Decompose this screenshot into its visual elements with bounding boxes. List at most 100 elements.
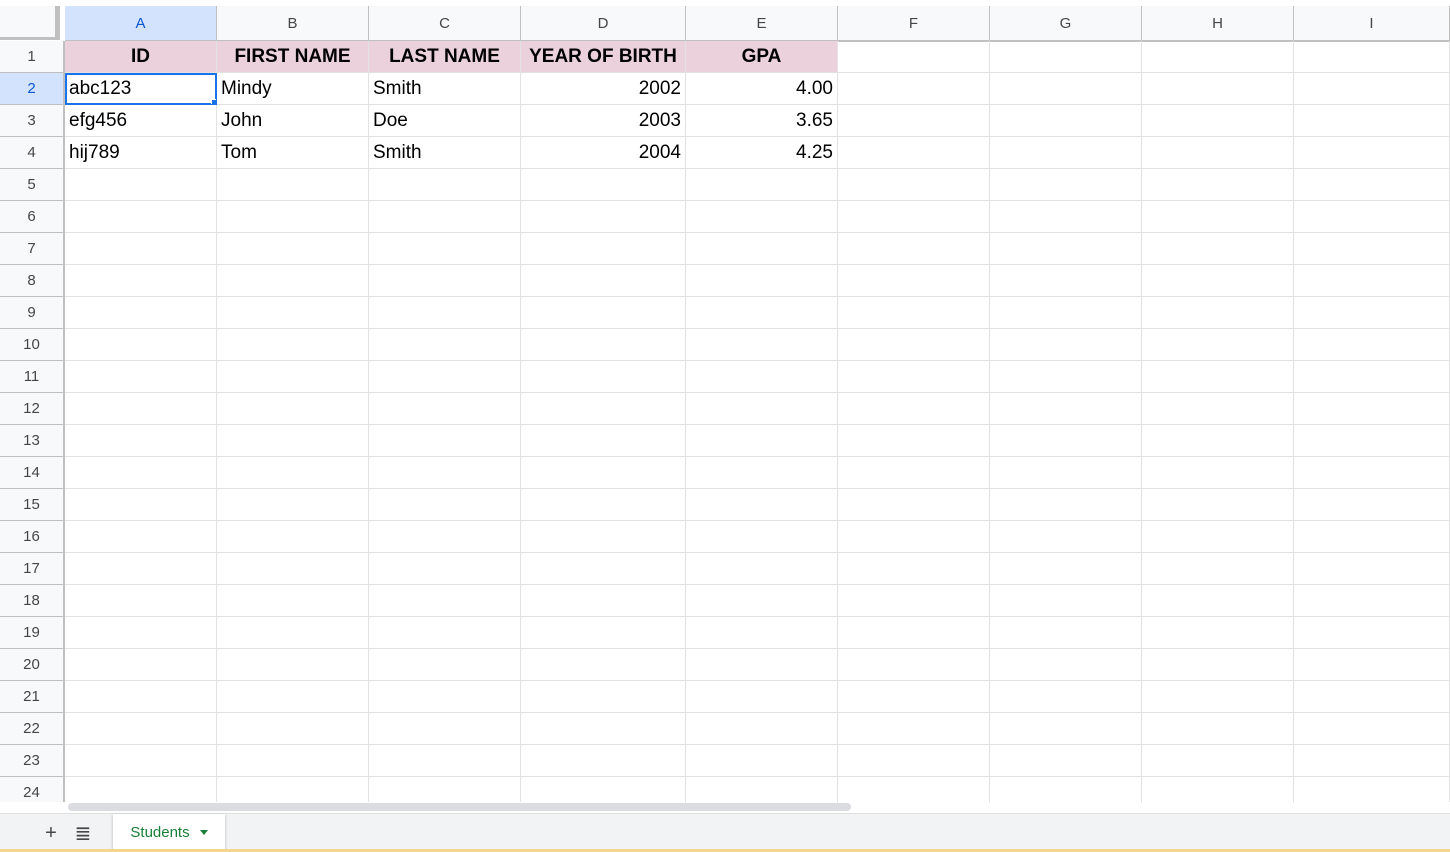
- cell[interactable]: [521, 777, 686, 802]
- row-header[interactable]: 17: [0, 553, 63, 585]
- cell[interactable]: [65, 393, 217, 425]
- cell[interactable]: [521, 681, 686, 713]
- cell[interactable]: [217, 201, 369, 233]
- cell[interactable]: [65, 617, 217, 649]
- column-header-d[interactable]: D: [521, 6, 686, 40]
- row-header[interactable]: 6: [0, 201, 63, 233]
- cell[interactable]: [369, 649, 521, 681]
- cell[interactable]: [521, 361, 686, 393]
- cell[interactable]: [1142, 329, 1294, 361]
- cell[interactable]: [990, 73, 1142, 105]
- cell[interactable]: [1294, 137, 1450, 169]
- cell[interactable]: [838, 361, 990, 393]
- cell[interactable]: 4.00: [686, 73, 838, 105]
- row-header[interactable]: 9: [0, 297, 63, 329]
- header-cell-gpa[interactable]: GPA: [686, 41, 838, 73]
- row-header[interactable]: 5: [0, 169, 63, 201]
- cell[interactable]: Doe: [369, 105, 521, 137]
- row-header[interactable]: 12: [0, 393, 63, 425]
- cell[interactable]: [65, 297, 217, 329]
- cell[interactable]: [686, 425, 838, 457]
- cell[interactable]: [990, 361, 1142, 393]
- row-header[interactable]: 8: [0, 265, 63, 297]
- cell[interactable]: [369, 169, 521, 201]
- row-header[interactable]: 16: [0, 521, 63, 553]
- caret-down-icon[interactable]: [199, 830, 208, 835]
- cell[interactable]: [65, 553, 217, 585]
- cell[interactable]: [521, 297, 686, 329]
- cell[interactable]: [838, 649, 990, 681]
- cell[interactable]: [217, 649, 369, 681]
- cell[interactable]: [369, 265, 521, 297]
- cell[interactable]: [1294, 233, 1450, 265]
- cell[interactable]: [1142, 41, 1294, 73]
- cell[interactable]: [369, 297, 521, 329]
- cell[interactable]: [838, 489, 990, 521]
- row-header[interactable]: 3: [0, 105, 63, 137]
- cell[interactable]: [838, 617, 990, 649]
- cell[interactable]: [1294, 585, 1450, 617]
- cell[interactable]: [990, 137, 1142, 169]
- cell[interactable]: [838, 777, 990, 802]
- cell[interactable]: [838, 425, 990, 457]
- cell[interactable]: [686, 329, 838, 361]
- cell[interactable]: [369, 457, 521, 489]
- cell[interactable]: [838, 585, 990, 617]
- cell[interactable]: [686, 649, 838, 681]
- cell[interactable]: [369, 489, 521, 521]
- cell[interactable]: [521, 201, 686, 233]
- cell[interactable]: [1294, 329, 1450, 361]
- cell[interactable]: [990, 297, 1142, 329]
- cell[interactable]: [521, 713, 686, 745]
- cell[interactable]: [1294, 457, 1450, 489]
- cell[interactable]: [1294, 553, 1450, 585]
- cell[interactable]: [838, 233, 990, 265]
- column-header-f[interactable]: F: [838, 6, 990, 40]
- column-header-a[interactable]: A: [65, 6, 217, 40]
- cell[interactable]: John: [217, 105, 369, 137]
- cell[interactable]: [65, 585, 217, 617]
- cell[interactable]: [686, 713, 838, 745]
- cell[interactable]: [217, 425, 369, 457]
- cell[interactable]: [521, 169, 686, 201]
- cell[interactable]: [217, 329, 369, 361]
- cell[interactable]: hij789: [65, 137, 217, 169]
- cell[interactable]: [1142, 297, 1294, 329]
- cell[interactable]: [1142, 617, 1294, 649]
- cell[interactable]: [65, 681, 217, 713]
- row-header[interactable]: 21: [0, 681, 63, 713]
- cell[interactable]: [1294, 297, 1450, 329]
- cell[interactable]: [1142, 489, 1294, 521]
- cell[interactable]: [990, 233, 1142, 265]
- cell[interactable]: [990, 553, 1142, 585]
- cell[interactable]: [217, 777, 369, 802]
- cell[interactable]: [686, 745, 838, 777]
- fill-handle[interactable]: [211, 99, 216, 104]
- cell[interactable]: [1142, 681, 1294, 713]
- cell[interactable]: [1294, 265, 1450, 297]
- cell[interactable]: [369, 425, 521, 457]
- select-all-corner[interactable]: [0, 6, 60, 40]
- cell[interactable]: [369, 617, 521, 649]
- cell[interactable]: [217, 745, 369, 777]
- cell[interactable]: [65, 777, 217, 802]
- cell[interactable]: [369, 745, 521, 777]
- cell[interactable]: [1142, 585, 1294, 617]
- cell[interactable]: [65, 329, 217, 361]
- cell[interactable]: [1294, 393, 1450, 425]
- row-header[interactable]: 22: [0, 713, 63, 745]
- cell[interactable]: [65, 745, 217, 777]
- cell[interactable]: [990, 649, 1142, 681]
- header-cell-first-name[interactable]: FIRST NAME: [217, 41, 369, 73]
- cell[interactable]: [1142, 457, 1294, 489]
- column-header-b[interactable]: B: [217, 6, 369, 40]
- cell[interactable]: [990, 329, 1142, 361]
- cell[interactable]: [217, 681, 369, 713]
- cell[interactable]: [838, 329, 990, 361]
- cell[interactable]: [838, 393, 990, 425]
- cell[interactable]: Smith: [369, 73, 521, 105]
- row-header[interactable]: 11: [0, 361, 63, 393]
- cell[interactable]: [686, 361, 838, 393]
- cell[interactable]: [838, 457, 990, 489]
- header-cell-last-name[interactable]: LAST NAME: [369, 41, 521, 73]
